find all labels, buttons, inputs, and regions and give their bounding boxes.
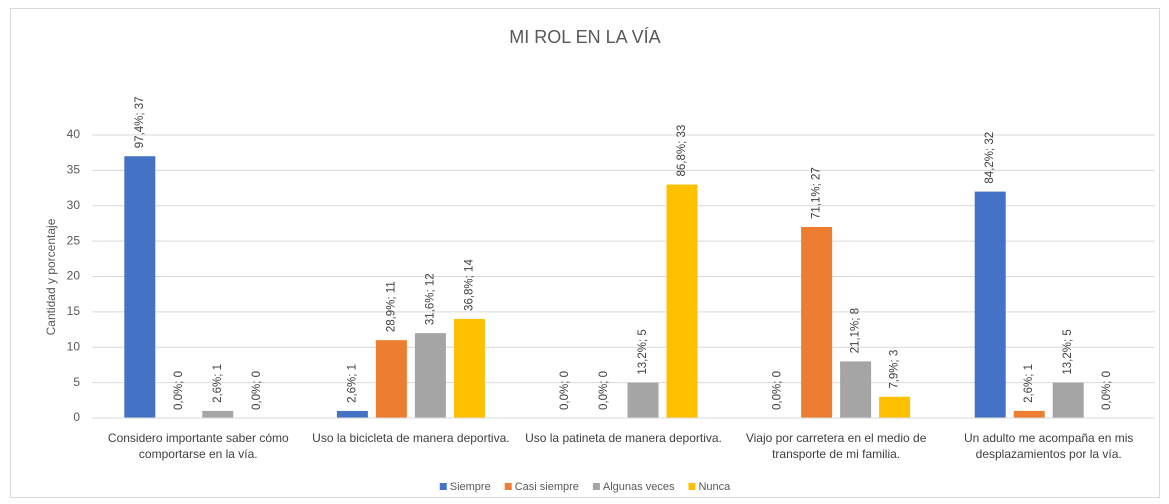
y-axis-label: Cantidad y porcentaje — [44, 218, 58, 335]
data-label: 2,6%; 1 — [346, 364, 358, 403]
data-label: 0,0%; 0 — [1101, 371, 1113, 410]
bar — [1052, 382, 1084, 418]
chart-border — [10, 8, 1160, 498]
data-label: 0,0%; 0 — [559, 371, 571, 410]
legend-swatch — [439, 483, 447, 490]
y-tick-label: 25 — [67, 233, 81, 247]
data-label: 0,0%; 0 — [173, 371, 185, 410]
y-tick-label: 5 — [73, 375, 80, 389]
y-tick-label: 0 — [73, 410, 80, 424]
legend-label: Siempre — [450, 481, 491, 493]
data-label: 13,2%; 5 — [1062, 329, 1074, 374]
bar — [627, 382, 659, 418]
data-label: 0,0%; 0 — [251, 371, 263, 410]
y-tick-label: 40 — [67, 127, 81, 141]
x-tick-label: Un adulto me acompaña en mis desplazamie… — [963, 431, 1134, 461]
x-tick-label: Uso la patineta de manera deportiva. — [525, 431, 722, 445]
data-label: 97,4%; 37 — [134, 96, 146, 148]
data-label: 36,8%; 14 — [463, 259, 475, 311]
data-label: 7,9%; 3 — [889, 350, 901, 389]
legend-label: Algunas veces — [603, 481, 675, 493]
bar — [666, 184, 698, 418]
legend-label: Casi siempre — [515, 481, 579, 493]
data-label: 31,6%; 12 — [424, 273, 436, 325]
chart-title: MI ROL EN LA VÍA — [509, 27, 660, 47]
bar — [801, 226, 833, 418]
y-tick-label: 30 — [67, 198, 81, 212]
x-tick-label: Viajo por carretera en el medio de trans… — [745, 431, 927, 461]
bar — [124, 156, 156, 418]
bar — [202, 410, 234, 418]
y-tick-label: 35 — [67, 163, 81, 177]
data-label: 13,2%; 5 — [637, 329, 649, 374]
bar — [336, 410, 368, 418]
data-label: 2,6%; 1 — [1023, 364, 1035, 403]
data-label: 84,2%; 32 — [984, 132, 996, 184]
x-tick-label: Considero importante saber cómo comporta… — [107, 431, 289, 461]
bar — [453, 318, 485, 418]
legend-swatch — [504, 483, 512, 490]
data-label: 86,8%; 33 — [676, 125, 688, 177]
bar — [375, 340, 407, 418]
legend-label: Nunca — [698, 481, 731, 493]
bar — [1013, 410, 1045, 418]
bar — [974, 191, 1006, 418]
y-tick-label: 15 — [67, 304, 81, 318]
bar — [414, 333, 446, 418]
y-tick-label: 20 — [67, 269, 81, 283]
data-label: 0,0%; 0 — [598, 371, 610, 410]
legend-swatch — [592, 483, 600, 490]
legend-swatch — [688, 483, 696, 490]
bar — [840, 361, 872, 418]
data-label: 2,6%; 1 — [212, 364, 224, 403]
data-label: 71,1%; 27 — [811, 167, 823, 219]
data-label: 28,9%; 11 — [385, 281, 397, 332]
data-label: 21,1%; 8 — [850, 308, 862, 353]
bar — [879, 396, 911, 418]
y-tick-label: 10 — [67, 339, 81, 353]
data-label: 0,0%; 0 — [772, 371, 784, 410]
x-tick-label: Uso la bicicleta de manera deportiva. — [312, 431, 510, 445]
